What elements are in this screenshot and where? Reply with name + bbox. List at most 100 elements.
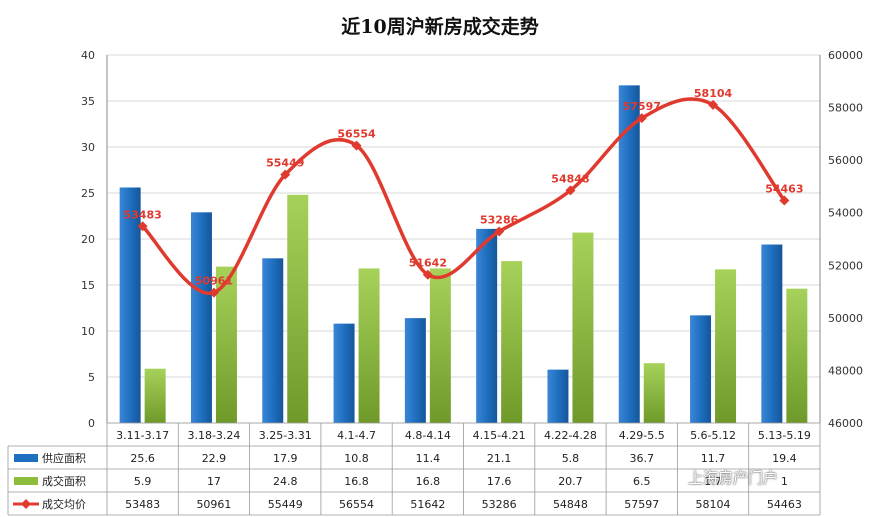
table-cell: 17.6 <box>487 475 512 488</box>
table-cell: 50961 <box>196 498 231 511</box>
table-cell: 21.1 <box>487 452 512 465</box>
table-cell: 5.8 <box>562 452 580 465</box>
deal-bar <box>786 288 808 423</box>
table-cell: 36.7 <box>630 452 655 465</box>
supply-bar <box>618 85 640 424</box>
legend-label: 成交面积 <box>42 474 86 488</box>
right-tick-label: 54000 <box>828 207 863 220</box>
table-cell: 5.9 <box>134 475 152 488</box>
category-label: 4.1-4.7 <box>337 429 376 442</box>
deal-bar <box>215 266 237 423</box>
table-cell: 57597 <box>624 498 659 511</box>
deal-bar <box>429 268 451 423</box>
price-marker <box>137 221 148 232</box>
right-tick-label: 58000 <box>828 102 863 115</box>
left-tick-label: 40 <box>81 49 95 62</box>
table-cell: 11.4 <box>416 452 441 465</box>
right-tick-label: 52000 <box>828 259 863 272</box>
legend-swatch <box>14 477 38 485</box>
price-data-label: 51642 <box>409 257 447 270</box>
table-cell: 22.9 <box>202 452 227 465</box>
table-cell: 55449 <box>268 498 303 511</box>
table-cell: 6.5 <box>633 475 651 488</box>
price-data-label: 50961 <box>195 275 233 288</box>
right-tick-label: 50000 <box>828 312 863 325</box>
deal-bar <box>643 363 665 423</box>
table-cell: 17 <box>207 475 221 488</box>
price-marker <box>636 113 647 124</box>
right-tick-label: 60000 <box>828 49 863 62</box>
watermark: 上海房产门户 <box>688 469 779 487</box>
supply-bar <box>761 244 783 423</box>
table-cell: 24.8 <box>273 475 298 488</box>
deal-bar <box>501 261 523 423</box>
left-tick-label: 30 <box>81 141 95 154</box>
category-label: 5.6-5.12 <box>690 429 736 442</box>
price-marker <box>208 287 219 298</box>
category-label: 3.25-3.31 <box>259 429 312 442</box>
table-cell: 56554 <box>339 498 374 511</box>
legend-swatch <box>14 454 38 462</box>
category-label: 5.13-5.19 <box>758 429 811 442</box>
left-tick-label: 25 <box>81 187 95 200</box>
supply-bar <box>333 323 355 423</box>
supply-bar <box>547 369 569 423</box>
price-data-label: 53286 <box>480 213 519 226</box>
table-cell: 1.7 <box>704 475 722 488</box>
price-marker <box>779 195 790 206</box>
right-tick-label: 48000 <box>828 364 863 377</box>
price-line: 53483 50961 55449 56554 51642 53286 54848 57597… <box>124 87 803 298</box>
right-axis-ticks: 46000 48000 50000 52000 54000 56000 58000 60000 <box>828 49 863 430</box>
category-label: 4.15-4.21 <box>473 429 526 442</box>
right-tick-label: 56000 <box>828 154 863 167</box>
price-data-label: 54463 <box>765 183 803 196</box>
price-data-label: 55449 <box>266 157 304 170</box>
table-cell: 20.7 <box>558 475 583 488</box>
table-cell: 51642 <box>410 498 445 511</box>
left-axis-ticks: 0 5 10 15 20 25 30 35 40 <box>81 49 95 430</box>
category-label: 4.22-4.28 <box>544 429 597 442</box>
bars <box>119 85 808 424</box>
chart-title: 近10周沪新房成交走势 <box>341 15 538 38</box>
deal-bar <box>572 232 594 423</box>
table-cell: 54463 <box>767 498 802 511</box>
legend-label: 成交均价 <box>42 497 86 511</box>
table-cell: 53483 <box>125 498 160 511</box>
price-marker <box>565 185 576 196</box>
category-label: 3.18-3.24 <box>187 429 240 442</box>
deal-bar <box>144 368 166 423</box>
table-cell: 10.8 <box>344 452 369 465</box>
deal-bar <box>287 194 309 423</box>
table-cell: 58104 <box>696 498 731 511</box>
supply-bar <box>476 228 498 423</box>
supply-bar <box>690 315 712 423</box>
price-marker <box>708 99 719 110</box>
price-data-label: 54848 <box>551 172 589 185</box>
left-tick-label: 0 <box>88 417 95 430</box>
table-cell: 16.8 <box>416 475 441 488</box>
price-line-path <box>141 97 786 295</box>
legend-label: 供应面积 <box>42 451 86 465</box>
legend-swatch <box>21 499 31 509</box>
table-cell: 1 <box>781 475 788 488</box>
category-label: 4.29-5.5 <box>619 429 665 442</box>
supply-bar <box>404 318 426 423</box>
left-tick-label: 5 <box>88 371 95 384</box>
gridlines <box>106 54 821 424</box>
deal-bar <box>358 268 380 423</box>
price-marker <box>494 226 505 237</box>
price-data-label: 56554 <box>337 128 376 141</box>
price-marker <box>422 269 433 280</box>
table-cell: 19.4 <box>772 452 797 465</box>
category-label: 3.11-3.17 <box>116 429 169 442</box>
price-data-label: 53483 <box>124 208 162 221</box>
supply-bar <box>262 258 284 423</box>
table-cell: 11.7 <box>701 452 726 465</box>
category-label: 4.8-4.14 <box>405 429 451 442</box>
table-cell: 16.8 <box>344 475 369 488</box>
table-cell: 53286 <box>482 498 517 511</box>
table-cell: 54848 <box>553 498 588 511</box>
supply-bar <box>190 212 212 423</box>
left-tick-label: 10 <box>81 325 95 338</box>
